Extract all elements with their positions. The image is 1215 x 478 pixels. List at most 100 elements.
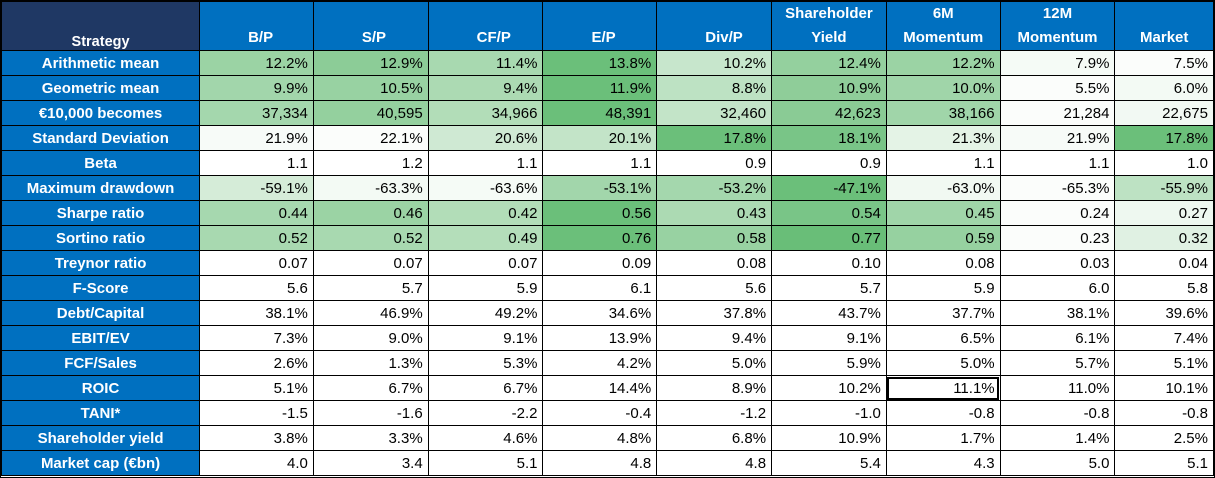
table-cell[interactable]: 5.9% [771, 350, 887, 376]
table-cell[interactable]: 46.9% [312, 300, 429, 326]
table-cell[interactable]: 0.44 [199, 200, 314, 226]
table-cell[interactable]: 0.09 [542, 250, 658, 276]
table-cell[interactable]: 0.56 [542, 200, 658, 226]
table-cell[interactable]: 10.5% [312, 75, 429, 101]
table-cell[interactable]: 0.24 [999, 200, 1116, 226]
row-header[interactable]: FCF/Sales [0, 350, 201, 376]
table-cell[interactable]: 49.2% [427, 300, 544, 326]
table-cell[interactable]: 11.9% [542, 75, 658, 101]
table-cell[interactable]: 12.2% [199, 50, 314, 76]
table-cell[interactable]: 12.2% [885, 50, 1001, 76]
table-cell[interactable]: 0.9 [656, 150, 773, 176]
table-cell[interactable]: 3.3% [312, 425, 429, 451]
table-cell[interactable]: 0.08 [885, 250, 1001, 276]
table-cell[interactable]: 3.8% [199, 425, 314, 451]
table-cell[interactable]: -1.5 [199, 400, 314, 426]
table-cell[interactable]: 9.4% [427, 75, 544, 101]
table-cell[interactable]: 6.0% [1114, 75, 1214, 101]
table-cell[interactable]: 5.1 [1114, 450, 1214, 476]
table-cell[interactable]: 0.46 [312, 200, 429, 226]
table-cell[interactable]: 38.1% [999, 300, 1116, 326]
table-cell[interactable]: 0.32 [1114, 225, 1214, 251]
table-cell[interactable]: 5.0% [656, 350, 773, 376]
table-cell[interactable]: 38,166 [885, 100, 1001, 126]
column-header-divp[interactable]: Div/P [656, 1, 773, 51]
table-cell[interactable]: 2.6% [199, 350, 314, 376]
table-cell[interactable]: 6.7% [312, 375, 429, 401]
table-cell[interactable]: 9.1% [771, 325, 887, 351]
table-cell[interactable]: 10.2% [656, 50, 773, 76]
table-cell[interactable]: 8.8% [656, 75, 773, 101]
row-header[interactable]: Treynor ratio [0, 250, 201, 276]
table-cell[interactable]: 0.07 [312, 250, 429, 276]
table-cell[interactable]: 39.6% [1114, 300, 1214, 326]
table-cell[interactable]: 1.7% [885, 425, 1001, 451]
table-cell[interactable]: 21.9% [199, 125, 314, 151]
table-cell[interactable]: 1.1 [885, 150, 1001, 176]
table-cell[interactable]: 4.8 [656, 450, 773, 476]
table-cell[interactable]: 37.7% [885, 300, 1001, 326]
table-cell[interactable]: 10.1% [1114, 375, 1214, 401]
row-header[interactable]: Maximum drawdown [0, 175, 201, 201]
table-cell[interactable]: 5.1% [1114, 350, 1214, 376]
table-cell[interactable]: 32,460 [656, 100, 773, 126]
table-cell[interactable]: 43.7% [771, 300, 887, 326]
table-cell[interactable]: 22,675 [1114, 100, 1214, 126]
table-cell[interactable]: 1.2 [312, 150, 429, 176]
table-cell[interactable]: 9.4% [656, 325, 773, 351]
table-cell[interactable]: 40,595 [312, 100, 429, 126]
row-header[interactable]: Debt/Capital [0, 300, 201, 326]
table-cell[interactable]: 9.1% [427, 325, 544, 351]
table-cell[interactable]: 1.3% [312, 350, 429, 376]
table-cell[interactable]: 38.1% [199, 300, 314, 326]
table-cell[interactable]: 0.52 [199, 225, 314, 251]
table-cell[interactable]: -59.1% [199, 175, 314, 201]
row-header[interactable]: Arithmetic mean [0, 50, 201, 76]
row-header[interactable]: Standard Deviation [0, 125, 201, 151]
table-cell[interactable]: 42,623 [771, 100, 887, 126]
table-cell[interactable]: 0.43 [656, 200, 773, 226]
row-header[interactable]: Shareholder yield [0, 425, 201, 451]
table-cell[interactable]: 0.52 [312, 225, 429, 251]
table-cell[interactable]: 5.9 [427, 275, 544, 301]
table-cell[interactable]: 0.23 [999, 225, 1116, 251]
table-cell[interactable]: 0.04 [1114, 250, 1214, 276]
table-cell[interactable]: 1.1 [542, 150, 658, 176]
table-cell[interactable]: 20.1% [542, 125, 658, 151]
row-header[interactable]: Sortino ratio [0, 225, 201, 251]
table-cell[interactable]: -47.1% [771, 175, 887, 201]
table-cell[interactable]: 0.77 [771, 225, 887, 251]
table-cell[interactable]: 0.59 [885, 225, 1001, 251]
table-cell[interactable]: 9.0% [312, 325, 429, 351]
table-cell[interactable]: 6.1% [999, 325, 1116, 351]
row-header[interactable]: Market cap (€bn) [0, 450, 201, 476]
table-cell[interactable]: 5.7% [999, 350, 1116, 376]
table-cell[interactable]: 6.7% [427, 375, 544, 401]
table-cell[interactable]: 34.6% [542, 300, 658, 326]
table-cell[interactable]: -1.0 [771, 400, 887, 426]
table-cell[interactable]: 6.0 [999, 275, 1116, 301]
row-header[interactable]: TANI* [0, 400, 201, 426]
table-cell[interactable]: 0.49 [427, 225, 544, 251]
table-cell[interactable]: 34,966 [427, 100, 544, 126]
table-cell[interactable]: 5.1% [199, 375, 314, 401]
table-cell[interactable]: 0.45 [885, 200, 1001, 226]
table-cell[interactable]: 18.1% [771, 125, 887, 151]
table-cell[interactable]: 21.3% [885, 125, 1001, 151]
table-cell[interactable]: 0.42 [427, 200, 544, 226]
table-cell[interactable]: 5.0% [885, 350, 1001, 376]
table-cell[interactable]: 10.9% [771, 75, 887, 101]
table-cell[interactable]: 10.9% [771, 425, 887, 451]
table-cell[interactable]: -55.9% [1114, 175, 1214, 201]
table-cell[interactable]: -53.2% [656, 175, 773, 201]
table-cell[interactable]: -0.8 [999, 400, 1116, 426]
table-cell[interactable]: 7.5% [1114, 50, 1214, 76]
table-cell[interactable]: 5.3% [427, 350, 544, 376]
table-cell[interactable]: 17.8% [1114, 125, 1214, 151]
table-cell[interactable]: 17.8% [656, 125, 773, 151]
table-cell[interactable]: 4.2% [542, 350, 658, 376]
table-cell[interactable]: 0.10 [771, 250, 887, 276]
table-cell[interactable]: 37,334 [199, 100, 314, 126]
table-cell[interactable]: 6.8% [656, 425, 773, 451]
table-cell[interactable]: 1.1 [999, 150, 1116, 176]
